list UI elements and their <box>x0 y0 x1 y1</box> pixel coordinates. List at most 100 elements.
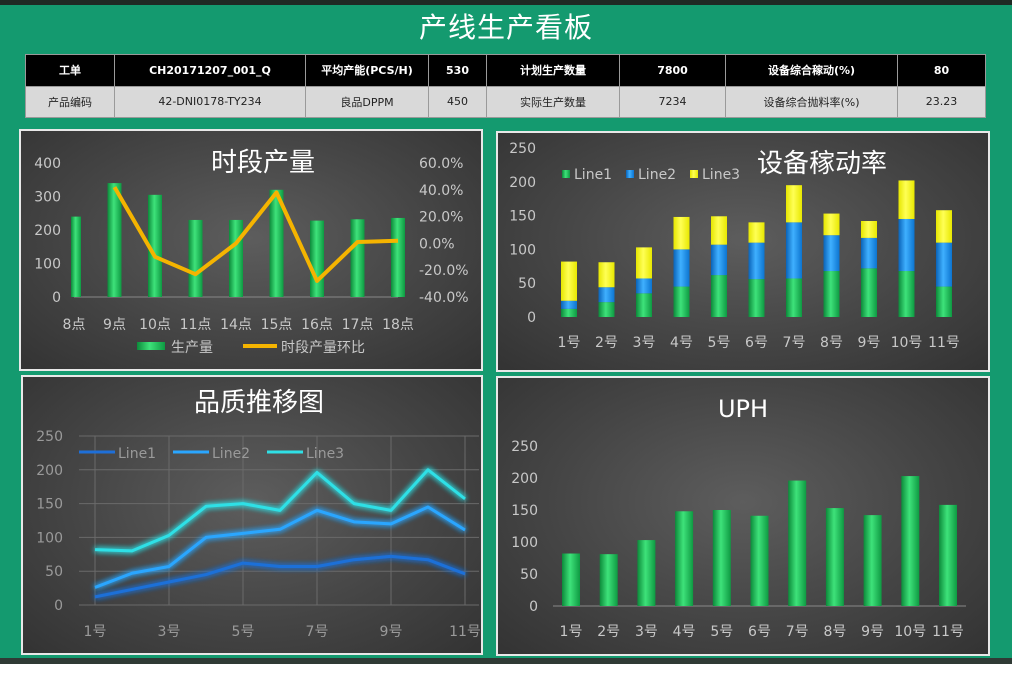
bar-line2 <box>823 235 840 272</box>
board-bottom-bar <box>0 658 1012 664</box>
x-tick-label: 5号 <box>710 624 733 640</box>
y-tick-label: 50 <box>45 564 63 580</box>
bar-line2 <box>561 300 577 309</box>
hourly-output-panel: 时段产量 0 100 200 300 400 -40.0% -20.0% 0.0% 20.0% 40… <box>19 129 483 371</box>
bar-production <box>148 194 162 297</box>
page-title: 产线生产看板 <box>418 11 593 44</box>
series-line-line3 <box>94 468 466 553</box>
avg-capacity-label: 平均产能(PCS/H) <box>305 54 429 87</box>
bar-line2 <box>636 278 652 294</box>
bar-uph <box>788 480 807 606</box>
x-tick-label: 10号 <box>891 335 923 351</box>
y-tick-label: 200 <box>511 471 538 487</box>
bar-line2 <box>673 249 690 287</box>
bar-line2 <box>786 222 802 279</box>
y-tick-label: 50 <box>518 276 536 292</box>
bar-line1 <box>673 286 690 317</box>
bar-line3 <box>786 185 802 223</box>
x-tick-label: 4号 <box>670 335 693 351</box>
y-right-tick-label: 0.0% <box>419 236 455 252</box>
x-tick-label: 5号 <box>232 624 255 640</box>
bar-line1 <box>786 278 802 317</box>
uph-chart: UPH 0 50 100 150 200 250 1号 2号 3号 4号 5号 6号 7号 8号 9号 10号 1… <box>511 395 966 640</box>
x-tick-label: 6号 <box>748 624 771 640</box>
bar-line3 <box>898 180 915 219</box>
bar-uph <box>825 508 844 606</box>
x-tick-label: 1号 <box>84 624 107 640</box>
y-right-tick-label: 60.0% <box>419 156 463 172</box>
x-tick-label: 7号 <box>783 335 806 351</box>
x-tick-label: 11号 <box>449 624 481 640</box>
y-tick-label: 150 <box>511 503 538 519</box>
x-tick-label: 11号 <box>932 624 964 640</box>
dppm-value: 450 <box>428 85 487 118</box>
y-left-tick-label: 200 <box>34 223 61 239</box>
y-left-tick-label: 400 <box>34 156 61 172</box>
y-tick-label: 0 <box>54 598 63 614</box>
y-left-tick-label: 100 <box>34 257 61 273</box>
bar-production <box>269 189 284 297</box>
bar-line2 <box>936 242 952 287</box>
scrap-rate-value: 23.23 <box>897 85 986 118</box>
x-tick-label: 4号 <box>673 624 696 640</box>
bar-production <box>107 183 122 297</box>
bar-line3 <box>598 262 615 288</box>
y-right-tick-label: 40.0% <box>419 183 463 199</box>
avg-capacity-value: 530 <box>428 54 487 87</box>
x-tick-label: 7号 <box>306 624 329 640</box>
legend-label-line1: Line1 <box>118 446 156 462</box>
bar-line2 <box>711 244 727 276</box>
series-line-line2 <box>94 505 466 589</box>
y-right-tick-label: -40.0% <box>419 290 469 306</box>
bar-uph <box>675 511 694 606</box>
legend-swatch-line3 <box>690 170 698 178</box>
x-tick-label: 2号 <box>595 335 618 351</box>
bar-line1 <box>561 308 577 317</box>
x-tick-label: 9号 <box>858 335 881 351</box>
y-left-tick-label: 300 <box>34 190 61 206</box>
bar-uph <box>637 540 656 606</box>
x-tick-label: 9号 <box>861 624 884 640</box>
bar-line1 <box>861 268 877 317</box>
bar-production <box>71 216 81 297</box>
bar-line3 <box>636 247 652 279</box>
y-right-tick-label: 20.0% <box>419 210 463 226</box>
bar-production <box>310 220 324 297</box>
equipment-utilization-panel: 设备稼动率 0 50 100 150 200 250 1号 2号 3号 4号 5号 6号 7号 8号 9号 10… <box>496 131 990 372</box>
bar-production <box>229 219 243 297</box>
chart-title: 时段产量 <box>211 148 315 178</box>
bar-uph <box>599 554 618 606</box>
x-tick-label: 11号 <box>928 335 960 351</box>
quality-trend-chart: 品质推移图 0 50 100 150 200 250 1号 3号 5号 7号 9号 11号 Line1 Li… <box>36 388 481 640</box>
x-tick-label: 16点 <box>301 317 333 333</box>
bar-line1 <box>898 271 915 317</box>
bar-uph <box>562 553 580 606</box>
y-right-tick-label: -20.0% <box>419 263 469 279</box>
x-tick-label: 5号 <box>708 335 731 351</box>
bar-line1 <box>636 293 652 317</box>
legend-label-line2: Line2 <box>212 446 250 462</box>
legend-label-ratio: 时段产量环比 <box>281 340 365 356</box>
bar-line2 <box>598 287 615 303</box>
bar-uph <box>750 515 769 606</box>
x-tick-label: 17点 <box>342 317 374 333</box>
bar-uph <box>863 515 882 606</box>
actual-qty-value: 7234 <box>619 85 726 118</box>
y-tick-label: 100 <box>509 242 536 258</box>
x-tick-label: 8号 <box>820 335 843 351</box>
legend-swatch-line2 <box>626 170 634 178</box>
x-tick-label: 11点 <box>180 317 212 333</box>
bar-production <box>350 219 365 297</box>
bar-line1 <box>748 279 765 317</box>
bar-line2 <box>861 237 877 269</box>
work-order-value: CH20171207_001_Q <box>114 54 306 87</box>
legend-swatch-line1 <box>562 170 570 178</box>
chart-title: 品质推移图 <box>194 388 324 418</box>
uph-panel: UPH 0 50 100 150 200 250 1号 2号 3号 4号 5号 6号 7号 8号 9号 10号 1… <box>496 376 990 656</box>
x-tick-label: 2号 <box>597 624 620 640</box>
bar-line3 <box>748 222 765 243</box>
y-tick-label: 0 <box>529 599 538 615</box>
x-tick-label: 6号 <box>745 335 768 351</box>
oee-value: 80 <box>897 54 986 87</box>
bar-production <box>188 219 203 297</box>
